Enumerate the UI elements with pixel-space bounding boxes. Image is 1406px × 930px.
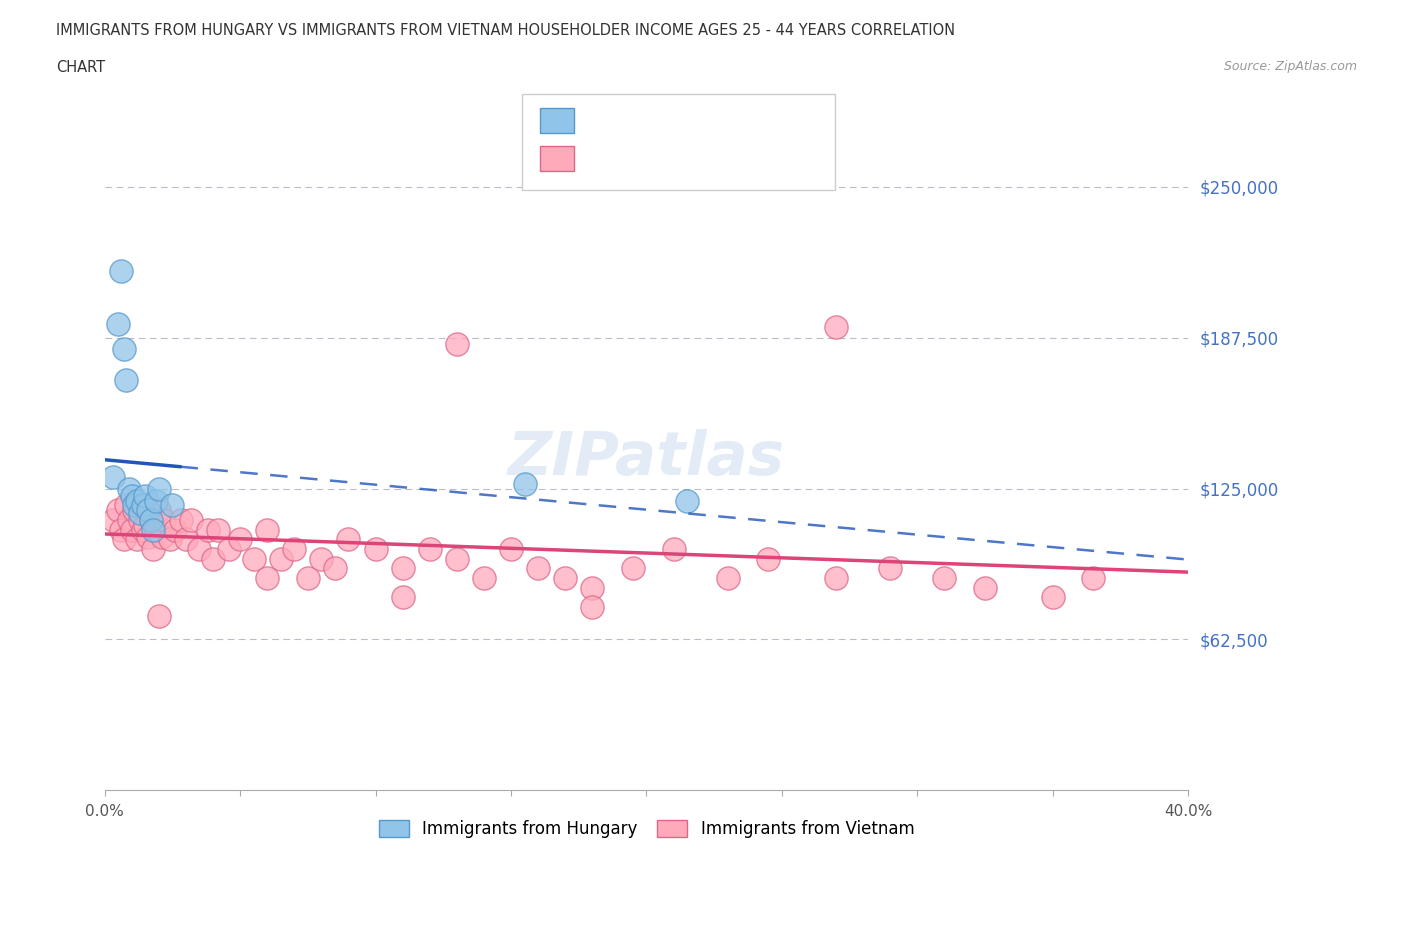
Point xyxy=(364,541,387,556)
Point xyxy=(165,522,187,537)
Point xyxy=(419,541,441,556)
Point xyxy=(101,512,124,527)
Point xyxy=(527,561,550,576)
Point xyxy=(150,529,173,544)
Point xyxy=(134,488,156,503)
Point xyxy=(621,561,644,576)
Point xyxy=(136,503,159,518)
Point xyxy=(127,493,149,508)
Point xyxy=(118,481,141,496)
Point xyxy=(717,570,740,585)
Point xyxy=(128,512,150,527)
Text: ZIPatlas: ZIPatlas xyxy=(508,429,785,488)
Point xyxy=(270,551,292,566)
Point xyxy=(110,522,132,537)
Text: IMMIGRANTS FROM HUNGARY VS IMMIGRANTS FROM VIETNAM HOUSEHOLDER INCOME AGES 25 - : IMMIGRANTS FROM HUNGARY VS IMMIGRANTS FR… xyxy=(56,23,955,38)
Point xyxy=(112,341,135,356)
Legend: Immigrants from Hungary, Immigrants from Vietnam: Immigrants from Hungary, Immigrants from… xyxy=(371,814,921,845)
Point xyxy=(101,469,124,484)
Point xyxy=(112,532,135,547)
Point xyxy=(142,522,165,537)
Point xyxy=(145,522,167,537)
Point xyxy=(124,503,146,518)
Point xyxy=(115,498,138,513)
Point xyxy=(242,551,264,566)
Point xyxy=(311,551,333,566)
Text: R =: R = xyxy=(583,149,620,167)
Point xyxy=(110,264,132,279)
Point xyxy=(107,317,129,332)
Text: -0.013: -0.013 xyxy=(637,112,696,130)
Point xyxy=(283,541,305,556)
Point xyxy=(128,505,150,520)
Point xyxy=(756,551,779,566)
Text: -0.151: -0.151 xyxy=(637,149,696,167)
Point xyxy=(218,541,240,556)
Point xyxy=(472,570,495,585)
Text: N =: N = xyxy=(710,149,747,167)
Point xyxy=(499,541,522,556)
Point xyxy=(148,503,170,518)
Point xyxy=(131,522,153,537)
Point xyxy=(446,551,468,566)
Point xyxy=(1083,570,1105,585)
Point xyxy=(142,541,165,556)
Point xyxy=(159,532,181,547)
Point xyxy=(297,570,319,585)
Point xyxy=(115,373,138,388)
Point xyxy=(513,476,536,491)
Point xyxy=(139,512,162,527)
Point xyxy=(118,512,141,527)
Point xyxy=(174,532,197,547)
Point xyxy=(446,337,468,352)
Text: CHART: CHART xyxy=(56,60,105,75)
Point xyxy=(391,561,413,576)
Point xyxy=(581,580,603,595)
Point xyxy=(153,512,176,527)
Point xyxy=(323,561,346,576)
Point xyxy=(662,541,685,556)
Point xyxy=(256,522,278,537)
Point xyxy=(337,532,360,547)
Point xyxy=(139,512,162,527)
Point xyxy=(974,580,997,595)
Point xyxy=(934,570,956,585)
Point xyxy=(148,609,170,624)
Point xyxy=(127,532,149,547)
Point xyxy=(136,529,159,544)
Point xyxy=(229,532,252,547)
Point xyxy=(134,517,156,532)
Point xyxy=(256,570,278,585)
Text: N =: N = xyxy=(710,112,747,130)
Text: 20: 20 xyxy=(752,112,775,130)
Text: Source: ZipAtlas.com: Source: ZipAtlas.com xyxy=(1223,60,1357,73)
Point xyxy=(145,493,167,508)
Point xyxy=(879,561,901,576)
Point xyxy=(148,481,170,496)
Point xyxy=(107,503,129,518)
Point xyxy=(180,512,202,527)
Point xyxy=(121,488,143,503)
Point xyxy=(825,319,848,334)
Point xyxy=(581,599,603,614)
Point xyxy=(124,498,146,513)
Point xyxy=(202,551,225,566)
Point xyxy=(162,498,184,513)
Point xyxy=(676,493,699,508)
Point xyxy=(188,541,211,556)
Point xyxy=(391,590,413,604)
Point xyxy=(825,570,848,585)
Point xyxy=(121,522,143,537)
Point xyxy=(554,570,576,585)
Text: 63: 63 xyxy=(752,149,775,167)
Point xyxy=(169,512,191,527)
Point xyxy=(131,498,153,513)
Text: R =: R = xyxy=(583,112,620,130)
Point xyxy=(1042,590,1064,604)
Point xyxy=(207,522,229,537)
Point xyxy=(197,522,219,537)
